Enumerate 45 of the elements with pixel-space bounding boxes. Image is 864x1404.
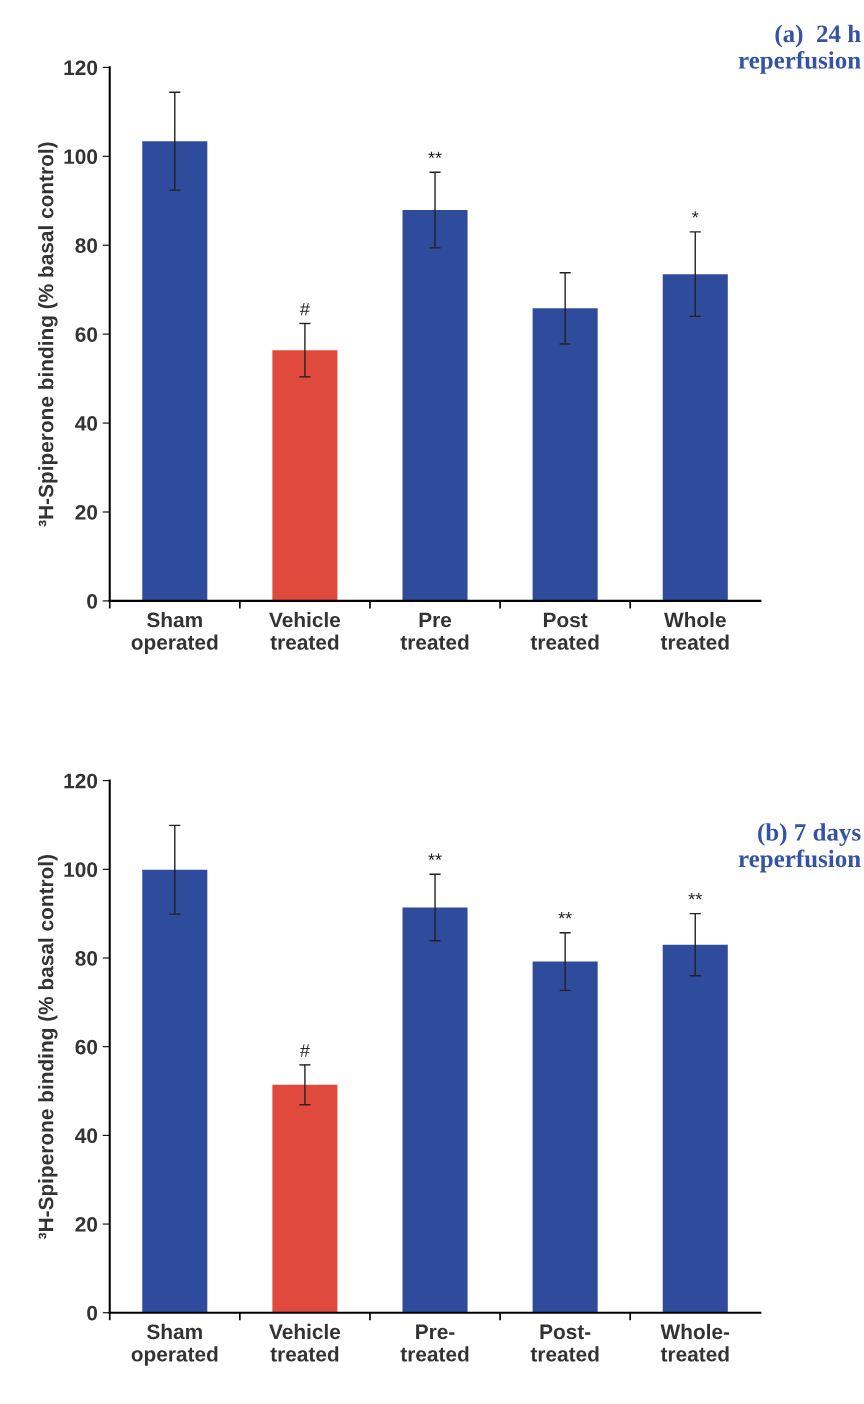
x-tick-label: Sham operated bbox=[131, 1323, 218, 1366]
y-tick-label: 80 bbox=[75, 951, 98, 966]
x-tick-label: Post- treated bbox=[530, 1324, 599, 1362]
bar bbox=[532, 308, 598, 601]
x-tick-label: Vehicle treated bbox=[269, 1323, 341, 1362]
x-tick-label: Sham operated bbox=[131, 612, 218, 654]
bar bbox=[142, 869, 208, 1313]
bar bbox=[142, 141, 208, 601]
y-tick-label: 120 bbox=[64, 60, 98, 76]
annotation: * bbox=[692, 211, 699, 218]
annotation: # bbox=[299, 1044, 310, 1057]
annotation: ** bbox=[428, 151, 442, 159]
x-tick-label: Whole treated bbox=[660, 612, 729, 650]
x-tick-label: Pre treated bbox=[400, 612, 469, 650]
annotation: ** bbox=[428, 853, 442, 860]
y-tick-label: 60 bbox=[75, 1039, 98, 1055]
y-tick-label: 20 bbox=[75, 1217, 98, 1232]
x-tick-label: Whole- treated bbox=[660, 1323, 730, 1362]
y-tick-label: 100 bbox=[64, 862, 98, 878]
annotation: ** bbox=[688, 893, 703, 900]
annotation: # bbox=[299, 302, 310, 316]
annotation: ** bbox=[558, 912, 572, 919]
bar bbox=[272, 350, 338, 601]
y-tick-label: 120 bbox=[64, 773, 98, 789]
y-tick-label: 0 bbox=[87, 593, 98, 609]
y-tick-label: 40 bbox=[75, 1128, 98, 1144]
bar bbox=[662, 274, 728, 601]
y-tick-label: 0 bbox=[87, 1305, 98, 1321]
x-tick-label: Vehicle treated bbox=[269, 612, 341, 650]
y-tick-label: 100 bbox=[64, 149, 98, 165]
y-axis-title: ³H-Spiperone binding (% basal control) bbox=[38, 142, 58, 527]
x-tick-label: Post treated bbox=[530, 612, 599, 650]
bar bbox=[402, 907, 468, 1313]
y-axis-title: ³H-Spiperone binding (% basal control) bbox=[38, 855, 58, 1239]
text: (b) 7 days reperfusion bbox=[738, 823, 861, 873]
bar bbox=[662, 944, 728, 1313]
y-tick-label: 40 bbox=[75, 416, 98, 431]
bar bbox=[402, 210, 468, 601]
y-tick-label: 20 bbox=[75, 504, 98, 520]
x-tick-label: Pre- treated bbox=[400, 1324, 469, 1362]
y-tick-label: 80 bbox=[75, 238, 98, 253]
chart-title: (a) 24 h reperfusion bbox=[738, 24, 861, 74]
bar bbox=[272, 1084, 338, 1313]
bar bbox=[532, 961, 598, 1313]
y-tick-label: 60 bbox=[75, 327, 98, 342]
